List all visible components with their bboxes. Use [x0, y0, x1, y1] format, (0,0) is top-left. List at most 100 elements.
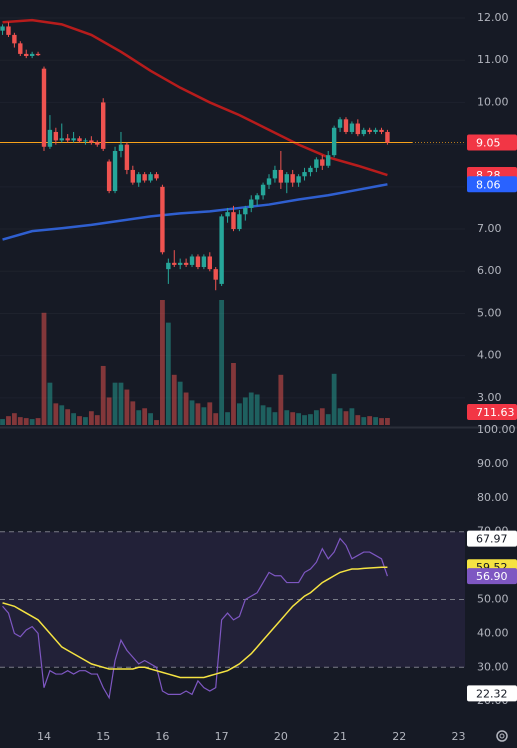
volume-bar: [118, 382, 124, 425]
volume-bar: [248, 392, 254, 425]
candle-body: [35, 53, 41, 56]
candle-body: [231, 212, 236, 230]
volume-bar: [23, 418, 29, 425]
moving-average: [2, 183, 388, 241]
volume-bar: [88, 411, 94, 425]
volume-bar: [130, 401, 136, 425]
candle-body: [142, 174, 147, 181]
candle-body: [296, 176, 301, 183]
x-tick-label: 15: [96, 730, 110, 743]
candle-body: [41, 68, 47, 147]
candle-body: [71, 138, 76, 141]
y-tick-label: 50.00: [477, 593, 509, 606]
price-label-bg: [467, 134, 517, 151]
volume-bar: [284, 410, 290, 425]
candle-body: [379, 129, 384, 132]
y-tick-label: 80.00: [477, 491, 509, 504]
candle-body: [29, 53, 35, 57]
volume-bar: [177, 381, 183, 425]
volume-bar: [201, 407, 207, 425]
candle-body: [302, 172, 307, 177]
volume-bar: [296, 413, 302, 425]
candle-body: [106, 161, 112, 192]
volume-bar: [0, 419, 5, 425]
candle-body: [219, 216, 224, 284]
candle-body: [130, 169, 136, 183]
volume-bar: [219, 300, 225, 425]
rsi-line: [2, 537, 388, 700]
volume-bar: [171, 374, 177, 425]
rsi-line: [2, 566, 388, 679]
volume-label-bg: [467, 403, 517, 420]
rsi-value-label: 22.32: [476, 687, 508, 700]
candle-body: [77, 138, 82, 142]
candle-body: [331, 127, 337, 156]
rsi-pane: [0, 531, 465, 700]
candle-body: [249, 199, 254, 208]
volume-bar: [148, 413, 153, 425]
candle-body: [189, 256, 195, 265]
volume-bar: [195, 403, 201, 425]
candle-body: [201, 256, 207, 268]
candle-body: [343, 119, 349, 132]
candle-body: [95, 142, 100, 145]
volume-bar: [136, 410, 142, 425]
candle-body: [314, 159, 319, 168]
y-tick-label: 12.00: [477, 11, 509, 24]
volume-bar: [231, 362, 236, 425]
volume-bar: [260, 405, 266, 425]
candle-body: [361, 129, 366, 135]
candle-body: [177, 262, 183, 265]
volume-bar: [41, 312, 47, 425]
y-tick-label: 100.00: [477, 423, 516, 436]
y-tick-label: 5.00: [477, 306, 502, 319]
candle-body: [112, 150, 118, 192]
volume-bar: [47, 382, 53, 425]
volume-bar: [325, 414, 331, 425]
volume-bar: [29, 419, 35, 425]
volume-bar: [236, 403, 242, 425]
volume-label: 711.63: [476, 406, 515, 419]
volume-bar: [266, 407, 272, 425]
candle-body: [65, 138, 70, 141]
volume-bar: [225, 412, 230, 425]
y-tick-label: 7.00: [477, 222, 502, 235]
volume-bar: [59, 405, 65, 425]
volume-bar: [290, 412, 296, 425]
volume-bar: [35, 418, 41, 425]
volume-bar: [254, 394, 260, 425]
volume-bar: [361, 417, 367, 425]
candle-body: [101, 102, 106, 149]
candle-body: [89, 140, 94, 143]
rsi-band: [0, 531, 465, 668]
x-tick-label: 21: [333, 730, 347, 743]
volume-bar: [272, 412, 278, 425]
candle-body: [6, 26, 11, 35]
candle-body: [243, 207, 248, 215]
volume-bar: [6, 416, 11, 425]
candle-body: [308, 167, 313, 173]
volume-bar: [337, 408, 343, 425]
candle-body: [148, 174, 153, 181]
y-tick-label: 6.00: [477, 264, 502, 277]
volume-bar: [160, 300, 165, 425]
candle-body: [373, 129, 378, 132]
settings-icon[interactable]: [496, 730, 508, 742]
candle-body: [349, 123, 355, 132]
volume-bar: [373, 417, 378, 425]
candle-body: [166, 262, 171, 270]
y-tick-label: 11.00: [477, 53, 509, 66]
price-label: 8.06: [476, 178, 501, 191]
candle-body: [278, 169, 284, 183]
volume-bar: [11, 413, 17, 425]
volume-bar: [367, 416, 373, 425]
volume-bar: [308, 414, 313, 425]
volume-bar: [65, 409, 71, 425]
x-tick-label: 17: [215, 730, 229, 743]
candle-body: [207, 256, 212, 270]
volume-bar: [331, 373, 337, 425]
volume-bar: [349, 408, 355, 425]
volume-bar: [355, 415, 361, 425]
y-tick-label: 4.00: [477, 349, 502, 362]
